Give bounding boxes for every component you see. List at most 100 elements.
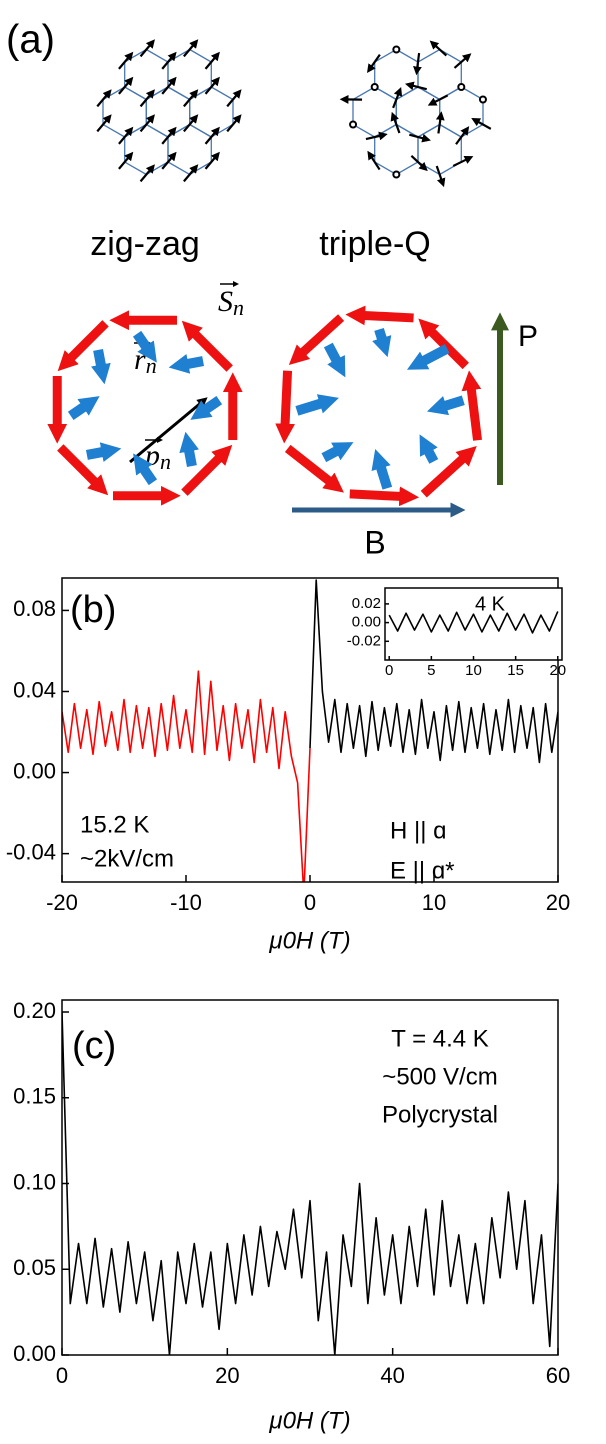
x-tick-label: 40 [380,1363,404,1388]
x-tick-label: 0 [304,890,316,915]
spin-arrow [183,89,199,108]
spin-arrow [453,53,472,69]
annotation: Polycrystal [382,1101,498,1128]
spin-arrow [435,165,446,188]
spin-arrow [139,114,155,133]
y-tick-label: 0.04 [13,677,56,702]
polarization-arrow [371,449,393,490]
x-tick-label: 10 [422,890,446,915]
y-tick-label: 0.20 [13,998,56,1023]
y-tick-label: 0.05 [13,1255,56,1280]
spin-arrow [390,111,401,134]
caption: triple-Q [319,225,430,263]
spin-arrow [161,151,177,170]
spin-arrow [284,444,344,493]
spin-arrow [139,89,155,108]
spin-symbol: Sn [218,285,244,320]
spin-arrow [413,52,422,76]
spin-arrow [57,444,109,496]
annotation: T = 4.4 K [391,1025,489,1052]
y-tick-label: 0.15 [13,1084,56,1109]
polarization-arrow [295,394,339,416]
subscript: n [233,295,244,320]
spin-arrow [367,53,381,73]
spin-arrow [226,114,242,133]
hexagon [374,48,419,101]
annotation: ~500 V/cm [382,1063,497,1090]
y-tick-label: 0.00 [13,1341,56,1366]
spin-arrow [392,86,403,109]
annotation: 15.2 K [80,811,149,838]
polarization-arrow [179,431,199,468]
hexagon [145,86,191,138]
hexagon [167,123,212,176]
data-line [388,611,559,634]
polarization-arrow [67,396,100,421]
spin-arrow [226,89,242,108]
spin-arrow [435,111,445,134]
data-line [62,670,311,882]
x-tick-label: -10 [170,890,202,915]
panel-label: (c) [72,1025,116,1067]
polarization-arrow [133,453,158,486]
p-label: P [518,320,538,353]
hexagon [189,86,234,138]
spin-arrow [181,444,233,496]
spin-arrow [288,314,345,365]
annotation: ~2kV/cm [80,845,174,872]
y-tick-label: -0.02 [347,632,381,649]
spin-arrow [418,318,469,370]
x-tick-label: 20 [215,1363,239,1388]
polarization-arrow [406,344,450,370]
spin-arrow [118,151,134,170]
hexagon [374,123,419,176]
b-label: B [364,524,385,560]
polarization-arrow [132,330,157,363]
spin-arrow [183,164,199,183]
x-axis-label: μ0H (T) [268,927,350,954]
spin-arrow [471,118,492,130]
x-tick-label: 15 [507,662,524,679]
data-line [309,579,558,764]
data-line [62,1011,558,1355]
spin-arrow [410,155,428,172]
spin-arrow [139,39,155,58]
panel-label: (a) [6,18,55,62]
spin-arrow [367,150,381,171]
hexagon [439,86,484,138]
x-tick-label: -20 [46,890,78,915]
y-tick-label: 0.10 [13,1169,56,1194]
spin-arrow [204,151,220,170]
x-tick-label: 0 [385,662,393,679]
spin-arrow [452,156,474,167]
y-tick-label: 0.00 [13,758,56,783]
hexagon [417,48,462,101]
spin-site [392,170,401,179]
spin-arrow [409,133,431,143]
spin-arrow [96,89,112,108]
spin-arrow [57,320,109,372]
x-tick-label: 0 [56,1363,68,1388]
polarization-arrow [91,348,111,385]
spin-arrow [275,370,295,444]
polarization-arrow [85,442,122,462]
spin-arrow [204,126,220,145]
polarization-arrow [321,442,354,463]
spin-arrow [461,370,482,441]
inset-title: 4 K [475,593,506,615]
x-tick-label: 60 [546,1363,570,1388]
symbol: S [218,285,233,318]
hexagon [352,86,397,138]
spin-arrow [96,114,112,133]
spin-site [392,45,401,54]
spin-arrow [118,126,134,145]
y-tick-label: 0.02 [352,595,381,612]
spin-arrow [161,76,177,95]
spin-arrow [183,114,199,133]
spin-arrow [404,81,427,91]
x-tick-label: 10 [465,662,482,679]
polarization-arrow [168,354,205,374]
annotation: H || ɑ [390,817,446,844]
x-tick-label: 20 [549,662,566,679]
